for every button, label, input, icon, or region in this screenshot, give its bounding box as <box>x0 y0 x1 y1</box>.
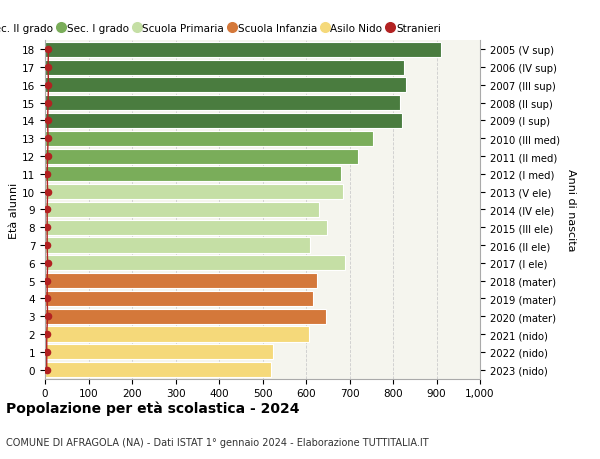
Bar <box>45 78 406 93</box>
Point <box>43 118 52 125</box>
Point <box>43 242 52 249</box>
Bar <box>45 149 358 164</box>
Bar <box>45 131 373 146</box>
Point <box>43 135 53 143</box>
Bar <box>45 256 345 271</box>
Y-axis label: Anni di nascita: Anni di nascita <box>566 169 577 251</box>
Bar <box>45 202 319 218</box>
Bar <box>45 238 310 253</box>
Point <box>44 82 53 90</box>
Point <box>43 100 53 107</box>
Point <box>43 171 52 178</box>
Bar <box>45 291 313 306</box>
Bar <box>45 309 326 324</box>
Point <box>43 224 52 231</box>
Point <box>42 330 52 338</box>
Point <box>43 189 52 196</box>
Bar <box>45 185 343 200</box>
Point <box>43 295 52 302</box>
Point <box>43 313 52 320</box>
Bar <box>45 345 274 359</box>
Bar <box>45 43 441 58</box>
Point <box>43 153 52 160</box>
Bar <box>45 274 317 289</box>
Bar <box>45 114 402 129</box>
Point <box>44 46 53 54</box>
Text: Popolazione per età scolastica - 2024: Popolazione per età scolastica - 2024 <box>6 401 299 415</box>
Bar <box>45 61 404 75</box>
Text: COMUNE DI AFRAGOLA (NA) - Dati ISTAT 1° gennaio 2024 - Elaborazione TUTTITALIA.I: COMUNE DI AFRAGOLA (NA) - Dati ISTAT 1° … <box>6 437 428 448</box>
Point <box>43 260 52 267</box>
Point <box>42 348 52 356</box>
Point <box>43 64 53 72</box>
Bar <box>45 362 271 377</box>
Y-axis label: Età alunni: Età alunni <box>9 182 19 238</box>
Bar <box>45 96 400 111</box>
Point <box>43 207 52 214</box>
Point <box>43 277 52 285</box>
Point <box>42 366 52 374</box>
Bar <box>45 220 327 235</box>
Bar <box>45 327 309 342</box>
Legend: Sec. II grado, Sec. I grado, Scuola Primaria, Scuola Infanzia, Asilo Nido, Stran: Sec. II grado, Sec. I grado, Scuola Prim… <box>0 20 445 38</box>
Bar <box>45 167 341 182</box>
